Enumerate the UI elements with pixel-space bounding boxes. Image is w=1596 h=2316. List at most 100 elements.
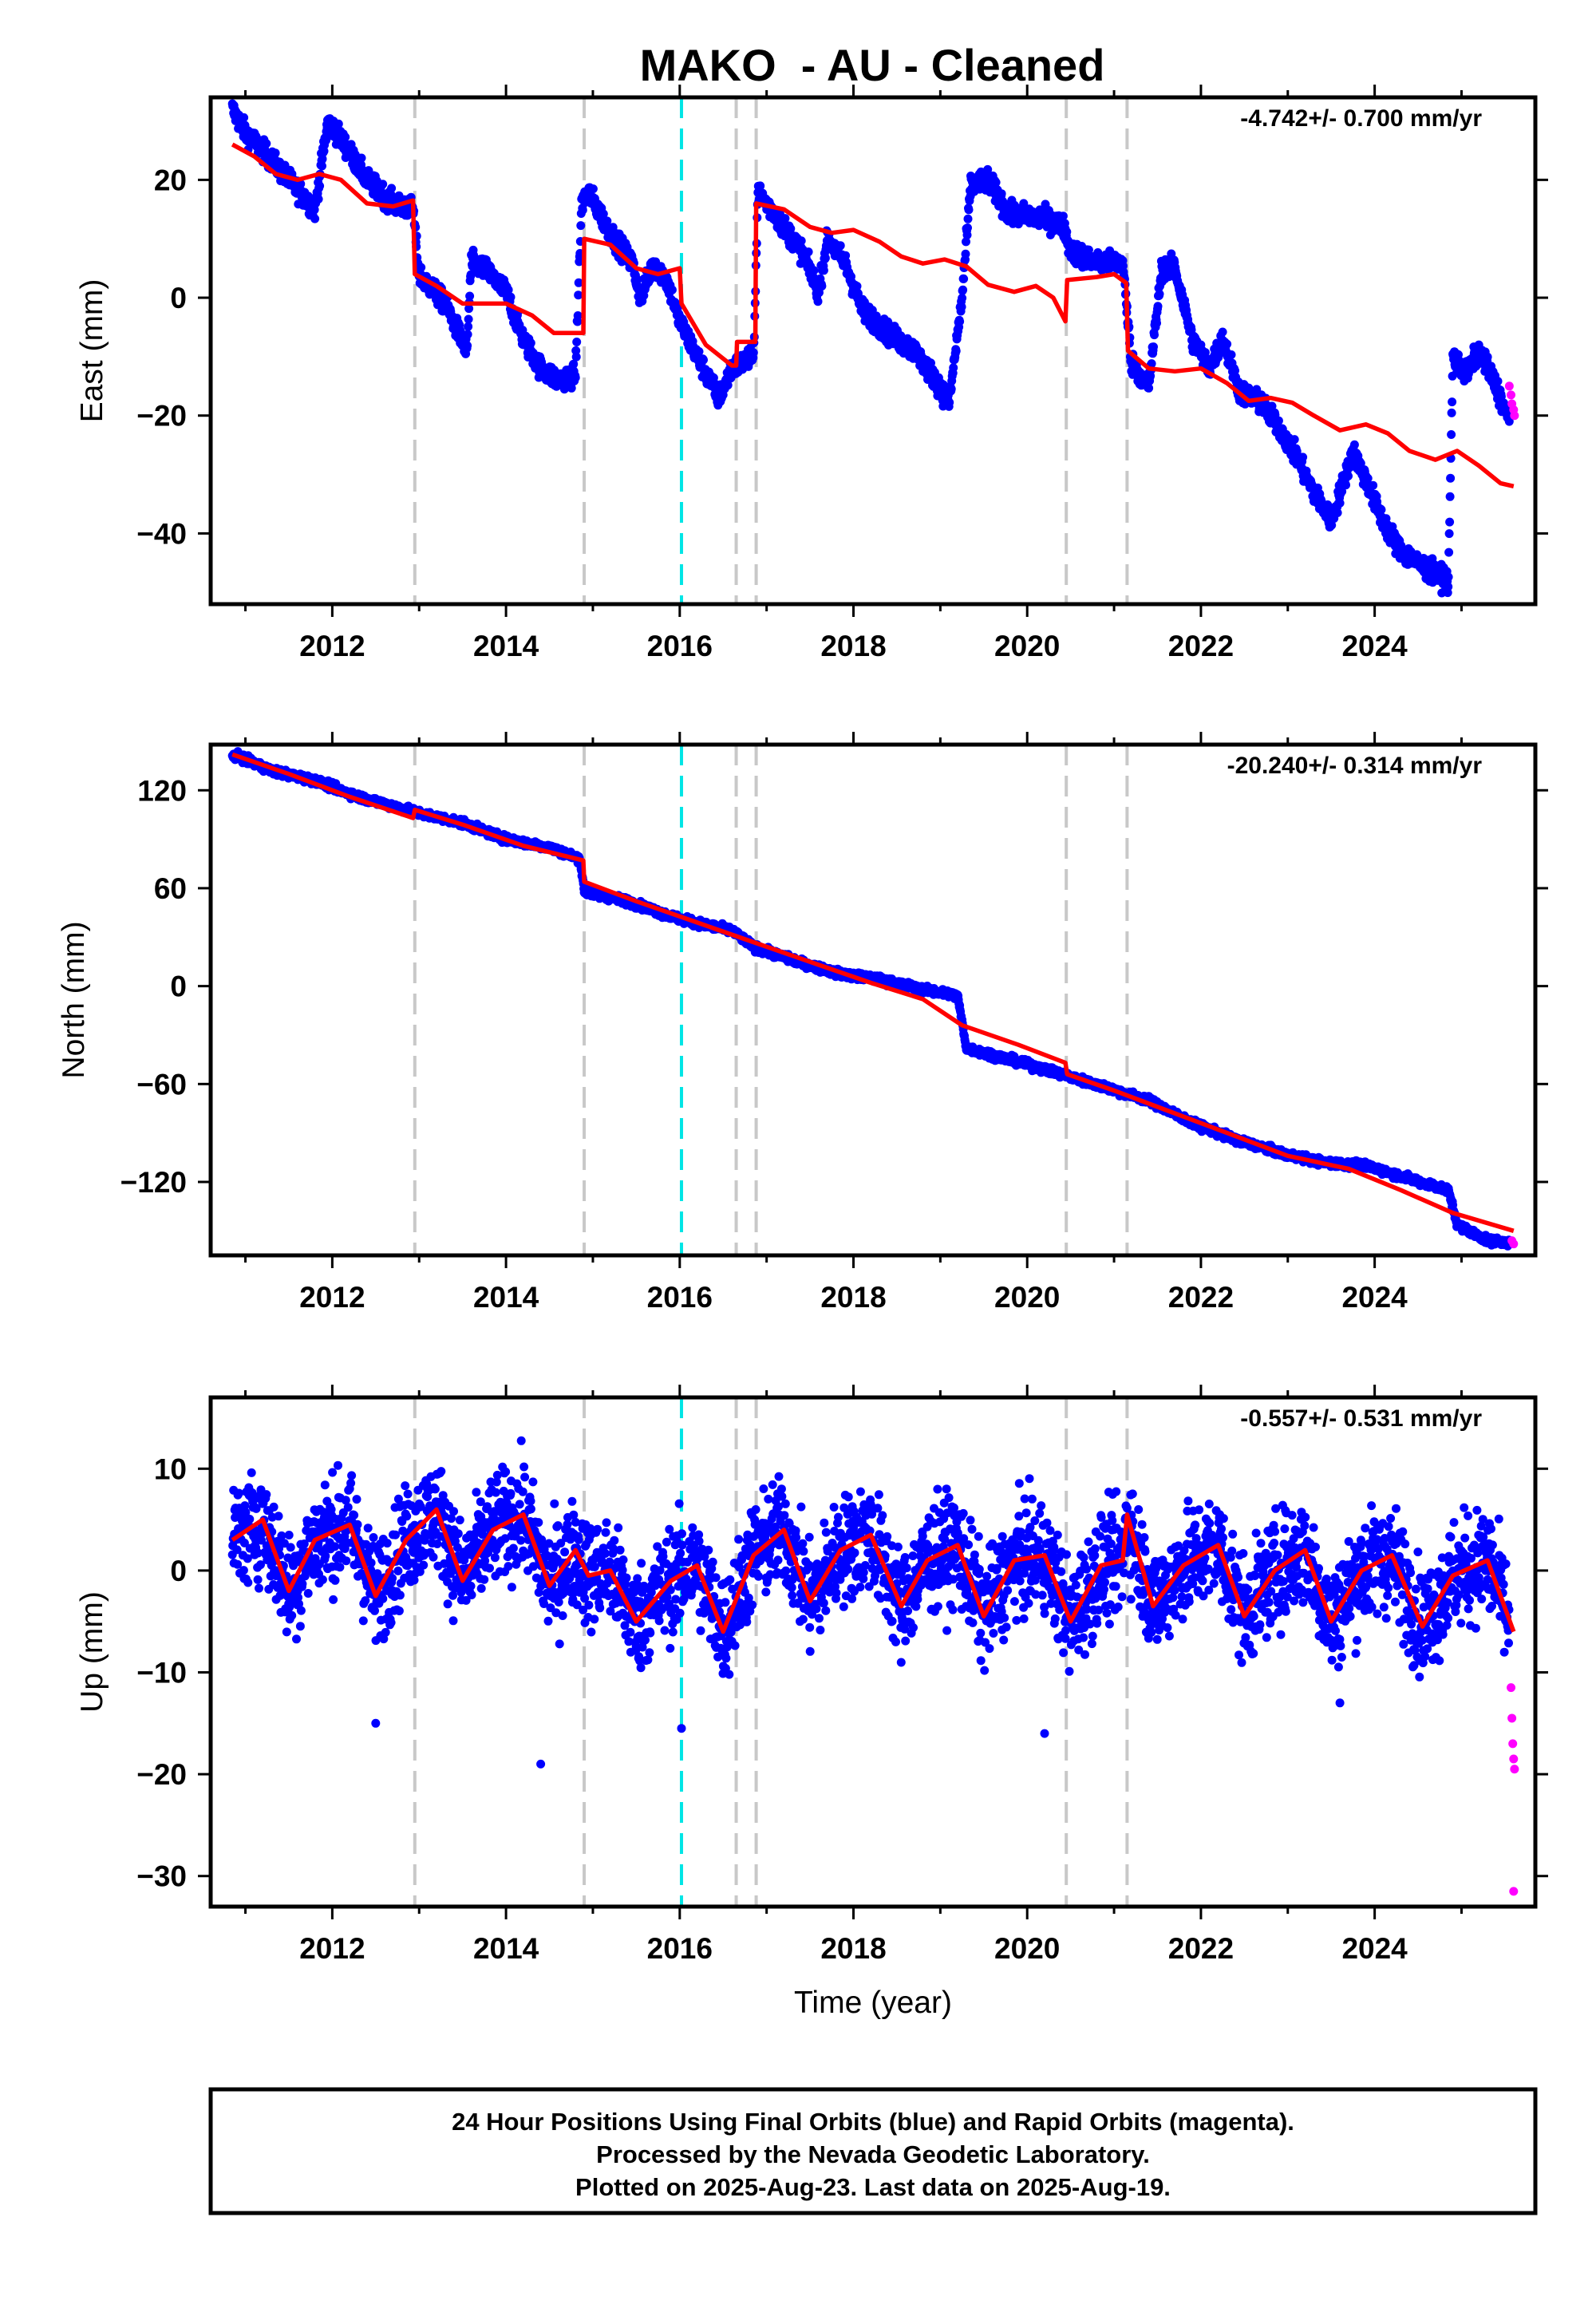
final-orbit-point	[1150, 330, 1159, 340]
final-orbit-point	[598, 209, 608, 219]
final-orbit-point	[756, 181, 765, 191]
y-tick-label: −20	[136, 400, 187, 433]
rapid-orbit-point	[1507, 390, 1516, 400]
x-tick-label: 2020	[994, 630, 1060, 662]
final-orbit-point	[314, 195, 323, 204]
panel-data-layer	[227, 97, 1519, 604]
final-orbit-point	[1363, 473, 1373, 483]
final-orbit-point	[1344, 472, 1353, 480]
final-orbit-point	[602, 216, 612, 226]
x-tick-label: 2012	[299, 630, 365, 662]
final-orbit-point	[1349, 440, 1359, 449]
velocity-rate-label: -4.742+/- 0.700 mm/yr	[1240, 105, 1482, 132]
final-orbit-point	[958, 285, 968, 294]
final-orbit-point	[780, 214, 790, 223]
final-orbit-point	[694, 347, 704, 356]
final-orbit-point	[1223, 339, 1232, 349]
final-orbit-point	[963, 223, 972, 232]
final-orbit-point	[1227, 350, 1236, 359]
final-orbit-point	[964, 205, 974, 215]
y-axis-label: East (mm)	[75, 279, 109, 423]
final-orbit-point	[315, 181, 325, 191]
final-orbit-point	[1062, 227, 1072, 236]
plot-frame	[208, 95, 1538, 607]
final-orbit-point	[1444, 582, 1453, 591]
final-orbit-point	[951, 346, 961, 356]
final-orbit-point	[1335, 498, 1345, 508]
final-orbit-point	[465, 291, 475, 301]
panel-data-layer	[227, 745, 1519, 1255]
final-orbit-point	[262, 139, 271, 148]
final-orbit-point	[1218, 327, 1227, 337]
x-tick-label: 2024	[1341, 630, 1408, 662]
final-orbit-point	[1153, 302, 1163, 311]
final-orbit-point	[357, 153, 366, 163]
final-orbit-point	[1445, 517, 1455, 527]
final-orbit-point	[852, 282, 862, 291]
east-panel: 2012 2014 2016 2018 2020 2022 2024−40−20020Eas…	[75, 85, 1548, 662]
final-orbit-point	[378, 180, 388, 189]
final-orbit-point	[1493, 377, 1503, 386]
final-orbit-point	[310, 214, 320, 223]
final-orbit-point	[571, 346, 581, 355]
final-orbit-point	[334, 119, 343, 128]
final-orbit-point	[819, 266, 828, 275]
final-orbit-point	[945, 397, 954, 407]
final-orbit-point	[318, 161, 326, 171]
y-tick-label: 20	[154, 164, 187, 196]
final-orbit-point	[1019, 199, 1029, 208]
final-orbit-point	[804, 247, 813, 257]
final-orbit-point	[588, 184, 598, 194]
figure-title: MAKO - AU - Cleaned	[640, 40, 1105, 90]
final-orbit-point	[463, 330, 472, 339]
final-orbit-point	[817, 282, 827, 290]
final-orbit-point	[571, 373, 580, 382]
final-orbit-point	[318, 154, 327, 164]
final-orbit-point	[699, 355, 708, 365]
final-orbit-point	[841, 251, 851, 260]
final-orbit-point	[1446, 473, 1456, 483]
final-orbit-point	[963, 214, 973, 223]
final-orbit-point	[955, 317, 965, 326]
final-orbit-point	[1152, 318, 1161, 328]
final-orbit-point	[749, 348, 758, 358]
north-panel: 2012 2014 2016 2018 2020 2022 2024−120−6006012…	[57, 732, 1548, 1314]
x-tick-label: 2016	[647, 630, 713, 662]
final-orbit-point	[633, 275, 642, 284]
final-orbit-point	[1447, 430, 1456, 439]
final-orbit-point	[1369, 480, 1378, 490]
final-orbit-point	[322, 136, 330, 145]
final-orbit-point	[1448, 397, 1457, 407]
final-orbit-point	[464, 322, 473, 331]
final-orbit-point	[341, 132, 350, 142]
rapid-orbit-point	[1510, 411, 1519, 421]
final-orbit-point	[813, 297, 823, 306]
final-orbit-point	[958, 294, 967, 302]
y-tick-label: 0	[170, 282, 187, 314]
final-orbit-point	[983, 164, 993, 174]
final-orbit-point	[506, 292, 516, 302]
final-orbit-point	[239, 113, 249, 122]
final-orbit-point	[1333, 508, 1342, 517]
final-orbit-point	[667, 285, 677, 294]
final-orbit-point	[463, 341, 472, 350]
final-orbit-point	[961, 249, 970, 259]
final-orbit-point	[1298, 453, 1308, 462]
final-orbit-point	[526, 338, 535, 348]
final-orbit-point	[949, 363, 958, 373]
final-orbit-point	[1155, 289, 1164, 298]
final-orbit-point	[991, 178, 1001, 187]
final-orbit-point	[997, 189, 1006, 199]
final-orbit-point	[809, 266, 819, 275]
final-orbit-point	[1444, 572, 1453, 582]
final-orbit-point	[962, 237, 970, 247]
final-orbit-point	[1444, 529, 1454, 539]
final-orbit-point	[962, 231, 972, 239]
final-orbit-point	[576, 221, 586, 231]
final-orbit-point	[1341, 480, 1350, 490]
final-orbit-point	[723, 381, 733, 390]
final-orbit-point	[957, 302, 966, 311]
final-orbit-point	[574, 290, 583, 300]
final-orbit-point	[836, 241, 845, 251]
